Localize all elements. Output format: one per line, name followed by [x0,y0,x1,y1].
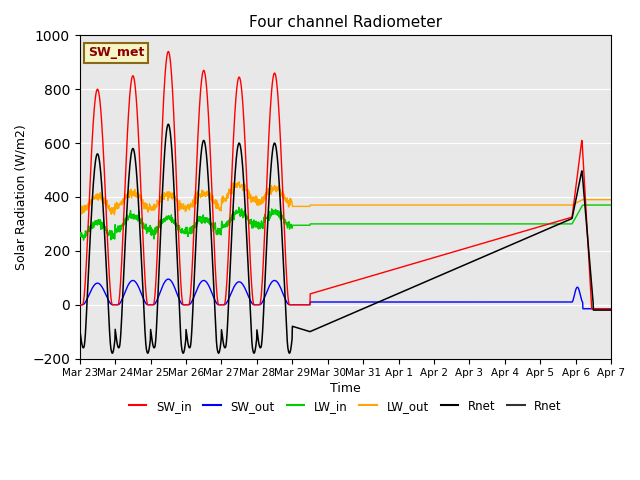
SW_out [627,306,634,312]
Legend: SW_in, SW_out, LW_in, LW_out, Rnet, Rnet: SW_in, SW_out, LW_in, LW_out, Rnet, Rnet [124,395,566,417]
SW_out [337,299,344,305]
SW_in [588,306,596,312]
LW_out [111,212,118,217]
Rnet [627,307,634,313]
Rnet [352,309,360,315]
Rnet [105,311,113,317]
LW_in [627,202,634,208]
SW_in [337,282,344,288]
LW_out [105,206,113,212]
SW_out [522,299,530,305]
Rnet [337,315,345,321]
SW_out [164,276,172,282]
LW_out [627,200,634,205]
SW_in [627,306,634,312]
LW_in [105,232,113,238]
LW_in [76,232,84,238]
X-axis label: Time: Time [330,383,361,396]
SW_out [105,298,113,303]
Rnet [627,307,634,313]
SW_in [522,228,530,233]
SW_out [627,306,634,312]
LW_out [236,179,243,185]
LW_in [352,221,360,227]
SW_out [76,302,84,308]
SW_out [352,299,360,305]
Rnet [109,350,116,356]
Rnet [523,235,531,241]
LW_out [337,202,345,208]
LW_out [627,200,634,205]
LW_out [523,202,531,208]
Line: SW_out: SW_out [80,279,640,309]
Line: SW_in: SW_in [80,51,640,309]
LW_in [337,221,344,227]
LW_in [522,221,530,227]
SW_in [627,306,634,312]
SW_in [76,302,84,308]
SW_in [105,262,113,267]
SW_in [164,48,172,54]
Line: LW_in: LW_in [80,205,640,240]
LW_in [579,202,587,208]
LW_in [79,237,87,243]
Text: SW_met: SW_met [88,47,144,60]
Line: Rnet: Rnet [80,124,640,353]
LW_in [627,202,634,208]
LW_out [352,202,360,208]
Line: LW_out: LW_out [80,182,640,215]
SW_out [579,306,587,312]
Title: Four channel Radiometer: Four channel Radiometer [249,15,442,30]
Rnet [164,121,172,127]
Rnet [76,326,84,332]
LW_out [76,211,84,216]
SW_in [352,278,360,284]
Y-axis label: Solar Radiation (W/m2): Solar Radiation (W/m2) [15,124,28,270]
